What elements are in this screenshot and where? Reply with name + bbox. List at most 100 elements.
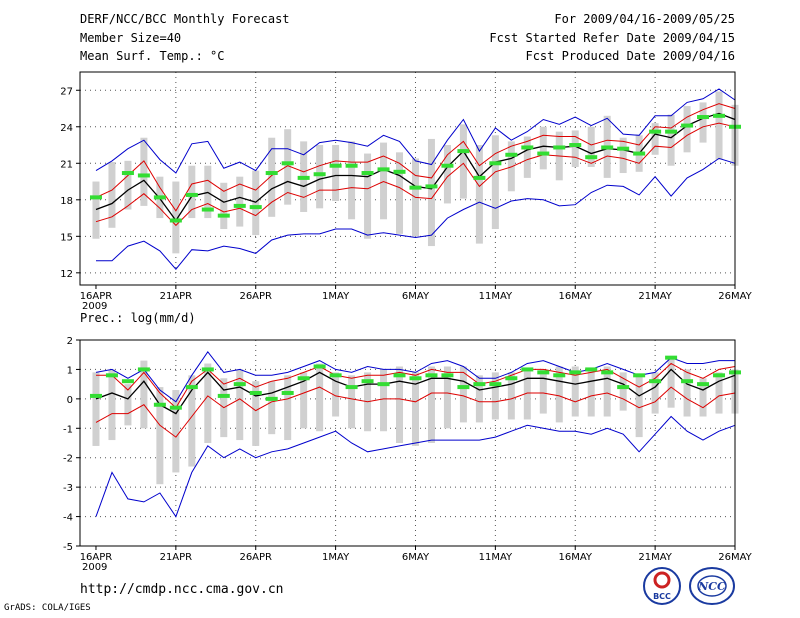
prec-spread-box xyxy=(348,375,356,429)
temp-spread-box xyxy=(715,91,723,160)
temp-obs-marker xyxy=(601,145,614,150)
temp-spread-box xyxy=(459,124,467,199)
prec-obs-marker xyxy=(633,373,646,378)
ncc-logo: NCC xyxy=(689,567,735,605)
bcc-logo-text: BCC xyxy=(653,592,671,601)
temp-line-r1 xyxy=(95,103,736,212)
prec-spread-box xyxy=(411,372,419,446)
prec-xtick-label: 6MAY xyxy=(402,552,430,563)
prec-line-r1 xyxy=(96,362,736,409)
temp-spread-box xyxy=(268,137,276,217)
temp-obs-marker xyxy=(265,171,278,176)
prec-spread-box xyxy=(715,372,723,414)
temp-spread-box xyxy=(427,138,435,247)
prec-obs-marker xyxy=(137,367,150,372)
temp-obs-marker xyxy=(137,173,150,178)
prec-spread-box xyxy=(252,381,260,446)
ncc-logo-text: NCC xyxy=(697,580,726,593)
prec-obs-marker xyxy=(201,367,214,372)
temp-obs-marker xyxy=(297,175,310,180)
temp-obs-marker xyxy=(121,171,134,176)
prec-obs-marker xyxy=(617,385,630,390)
prec-spread-box xyxy=(268,381,276,435)
prec-obs-marker xyxy=(553,373,566,378)
prec-spread-box xyxy=(156,387,164,485)
prec-line-max xyxy=(95,350,735,403)
temp-spread-box xyxy=(140,137,148,206)
temp-obs-marker xyxy=(409,185,422,190)
prec-obs-marker xyxy=(233,382,246,387)
produced-date-label: Fcst Produced Date 2009/04/16 xyxy=(525,49,735,63)
temp-obs-marker xyxy=(617,146,630,151)
temp-ytick-label: 15 xyxy=(60,232,73,243)
prec-spread-box xyxy=(108,369,116,441)
temp-spread-box xyxy=(380,142,388,220)
temp-obs-marker xyxy=(361,171,374,176)
prec-obs-marker xyxy=(169,405,182,410)
prec-xtick-label: 1MAY xyxy=(322,552,350,563)
prec-xtick-label: 16APR xyxy=(80,552,113,563)
temp-ytick-label: 21 xyxy=(60,159,73,170)
prec-frame xyxy=(79,339,736,547)
prec-obs-marker xyxy=(505,376,518,381)
temp-obs-marker xyxy=(713,113,726,118)
prec-obs-marker xyxy=(105,373,118,378)
prec-obs-marker xyxy=(489,382,502,387)
temp-spread-box xyxy=(651,123,659,155)
temp-spread-box xyxy=(316,145,324,209)
temp-obs-marker xyxy=(697,115,710,120)
prec-obs-marker xyxy=(249,390,262,395)
temp-obs-marker xyxy=(585,155,598,160)
temp-spread-box xyxy=(92,181,100,239)
temp-obs-marker xyxy=(473,175,486,180)
temp-spread-box xyxy=(539,126,547,170)
source-url[interactable]: http://cmdp.ncc.cma.gov.cn xyxy=(80,582,284,597)
prec-ytick-label: -2 xyxy=(63,454,73,465)
prec-spread-box xyxy=(683,369,691,417)
temp-obs-marker xyxy=(489,161,502,166)
prec-obs-marker xyxy=(265,396,278,401)
temp-spread-box xyxy=(699,102,707,143)
temp-xtick-label: 1MAY xyxy=(322,291,350,302)
prec-obs-marker xyxy=(89,393,102,398)
prec-obs-marker xyxy=(473,382,486,387)
temp-xtick-label: 26APR xyxy=(239,291,272,302)
prec-spread-box xyxy=(443,366,451,429)
prec-ytick-label: -4 xyxy=(63,513,73,524)
temp-spread-box xyxy=(619,137,627,174)
prec-spread-box xyxy=(475,375,483,423)
temp-spread-box xyxy=(667,114,675,166)
temp-obs-marker xyxy=(553,145,566,150)
prec-obs-marker xyxy=(681,379,694,384)
prec-obs-marker xyxy=(537,370,550,375)
temp-obs-marker xyxy=(457,149,470,154)
temp-ytick-label: 24 xyxy=(60,123,73,134)
prec-spread-box xyxy=(140,360,148,429)
temp-obs-marker xyxy=(649,129,662,134)
prec-obs-marker xyxy=(441,373,454,378)
temp-spread-box xyxy=(172,181,180,254)
prec-spread-box xyxy=(380,369,388,432)
prec-obs-marker xyxy=(713,373,726,378)
temp-line-max xyxy=(96,157,736,270)
temp-obs-marker xyxy=(89,195,102,200)
prec-spread-box xyxy=(124,384,132,426)
prec-spread-box xyxy=(427,366,435,443)
prec-spread-box xyxy=(507,372,515,420)
prec-obs-marker xyxy=(601,370,614,375)
prec-spread-box xyxy=(603,366,611,417)
prec-spread-box xyxy=(619,372,627,411)
variable-label: Mean Surf. Temp.: °C xyxy=(80,49,225,63)
temp-obs-marker xyxy=(633,151,646,156)
prec-spread-box xyxy=(651,372,659,414)
prec-spread-box xyxy=(316,363,324,432)
temp-spread-box xyxy=(571,130,579,167)
prec-spread-box xyxy=(92,372,100,446)
temp-ytick-label: 12 xyxy=(60,269,73,280)
prec-xtick-label: 21APR xyxy=(160,552,193,563)
prec-title: Prec.: log(mm/d) xyxy=(80,311,196,325)
temp-year-label: 2009 xyxy=(82,301,107,312)
prec-obs-marker xyxy=(313,364,326,369)
temp-obs-marker xyxy=(393,169,406,174)
temp-spread-box xyxy=(475,145,483,244)
